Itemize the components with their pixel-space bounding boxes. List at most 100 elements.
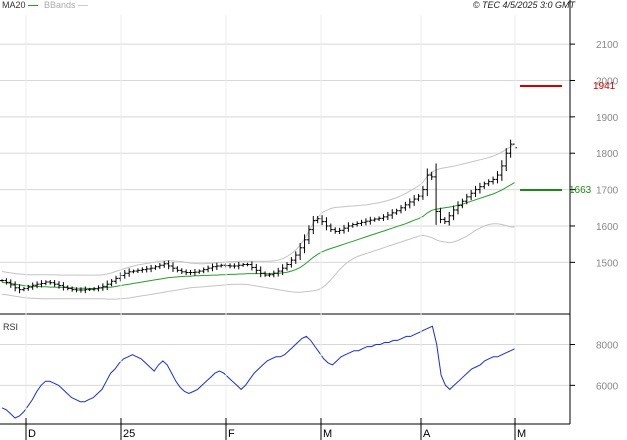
ohlc-bar [201, 267, 206, 274]
rsi-y-axis: 6000 8000 [570, 341, 619, 392]
ohlc-bar [390, 209, 395, 219]
ohlc-bar [214, 262, 219, 270]
price-tick-label: 1600 [596, 222, 619, 233]
ohlc-bar [0, 279, 4, 282]
ohlc-bar [324, 217, 329, 231]
ohlc-bar [289, 257, 294, 268]
ohlc-bar [122, 269, 127, 279]
ohlc-bar [306, 225, 311, 245]
price-panel: 1500 1600 1700 1800 1900 2000 2100 [0, 40, 619, 315]
ohlc-bar [385, 211, 390, 221]
rsi-panel: RSI 6000 8000 [0, 322, 619, 419]
ma20-swatch-icon [27, 4, 38, 6]
ohlc-bar [100, 283, 105, 291]
ohlc-bar [175, 266, 180, 273]
legend-item-ma20: MA20 [2, 0, 38, 10]
ohlc-bar [447, 211, 452, 226]
time-tick-label: D [28, 428, 36, 440]
ohlc-bar [416, 193, 421, 202]
ma20-path [1, 181, 516, 289]
ohlc-bar [438, 207, 443, 224]
ohlc-bar [206, 265, 211, 273]
ohlc-bar [65, 285, 70, 291]
ohlc-bar [328, 223, 333, 233]
ohlc-bar [162, 261, 167, 268]
time-tick-label: 25 [123, 428, 135, 440]
ohlc-bar [403, 201, 408, 211]
ohlc-bar [420, 185, 425, 200]
ohlc-bar [442, 217, 447, 225]
ohlc-bar [197, 269, 202, 274]
ohlc-bar [109, 279, 114, 287]
ohlc-bar [249, 261, 254, 271]
ohlc-bar [425, 168, 430, 197]
ohlc-bar [96, 285, 101, 292]
ohlc-bar [346, 222, 351, 232]
ohlc-bar [228, 263, 232, 269]
ohlc-bar [241, 263, 246, 267]
chart-legend: MA20 BBands [2, 0, 92, 10]
time-tick-label: A [423, 428, 431, 440]
price-tick-label: 1800 [596, 149, 619, 160]
ohlc-bar [149, 264, 154, 273]
ohlc-bar [118, 272, 123, 282]
ohlc-bar [482, 181, 487, 189]
ohlc-bar [302, 234, 307, 254]
ohlc-bar [258, 266, 263, 278]
price-tick-label: 1900 [596, 113, 619, 124]
ohlc-bar [78, 287, 83, 293]
ohlc-bar [254, 263, 259, 274]
ohlc-bar [127, 268, 132, 277]
ohlc-bar [434, 163, 439, 225]
ohlc-bar [153, 264, 158, 270]
ohlc-bar [61, 282, 66, 291]
ohlc-bar [43, 280, 48, 286]
ohlc-bar [157, 263, 162, 269]
ohlc-bar [188, 269, 193, 276]
price-tick-label: 2000 [596, 76, 619, 87]
ohlc-bar [52, 280, 57, 287]
ohlc-bar [337, 227, 342, 234]
rsi-path [1, 325, 516, 419]
ohlc-bar [219, 263, 224, 268]
ohlc-bar [192, 269, 197, 276]
ohlc-bar [491, 176, 496, 185]
price-grid [0, 43, 570, 263]
ohlc-bar [131, 269, 136, 274]
rsi-tick-label: 8000 [596, 341, 619, 352]
time-tick-label: M [323, 428, 332, 440]
ohlc-bar [460, 198, 465, 209]
ohlc-bar [236, 261, 241, 270]
legend-item-bbands: BBands [44, 0, 88, 10]
rsi-tick-label: 6000 [596, 381, 619, 392]
bbands-lower-path [1, 223, 516, 300]
ohlc-bar [271, 270, 276, 278]
ohlc-bar [333, 227, 338, 234]
ohlc-bar [350, 222, 355, 228]
ohlc-bar [315, 215, 320, 224]
ohlc-bar [13, 281, 18, 292]
ohlc-bar [285, 262, 289, 271]
bbands-lower [1, 223, 516, 300]
ohlc-bar [114, 275, 118, 284]
price-tick-label: 1700 [596, 186, 619, 197]
support-label: 1663 [569, 185, 592, 196]
ohlc-bar [8, 279, 13, 288]
ohlc-bar [179, 268, 184, 274]
ohlc-bar [429, 171, 434, 181]
ohlc-bar [74, 287, 79, 293]
ohlc-bar [368, 216, 373, 225]
legend-label-ma20: MA20 [2, 0, 26, 10]
ohlc-bar [70, 286, 75, 292]
ohlc-bar [342, 224, 346, 234]
ohlc-bar [377, 216, 382, 222]
ohlc-bar [57, 281, 61, 289]
ohlc-bar [135, 268, 140, 274]
ohlc-bar [17, 284, 22, 294]
time-tick-label: F [228, 428, 235, 440]
ohlc-bar [105, 280, 110, 291]
ma20-line [1, 181, 516, 289]
ohlc-bar [451, 205, 456, 221]
ohlc-bar [210, 263, 215, 272]
